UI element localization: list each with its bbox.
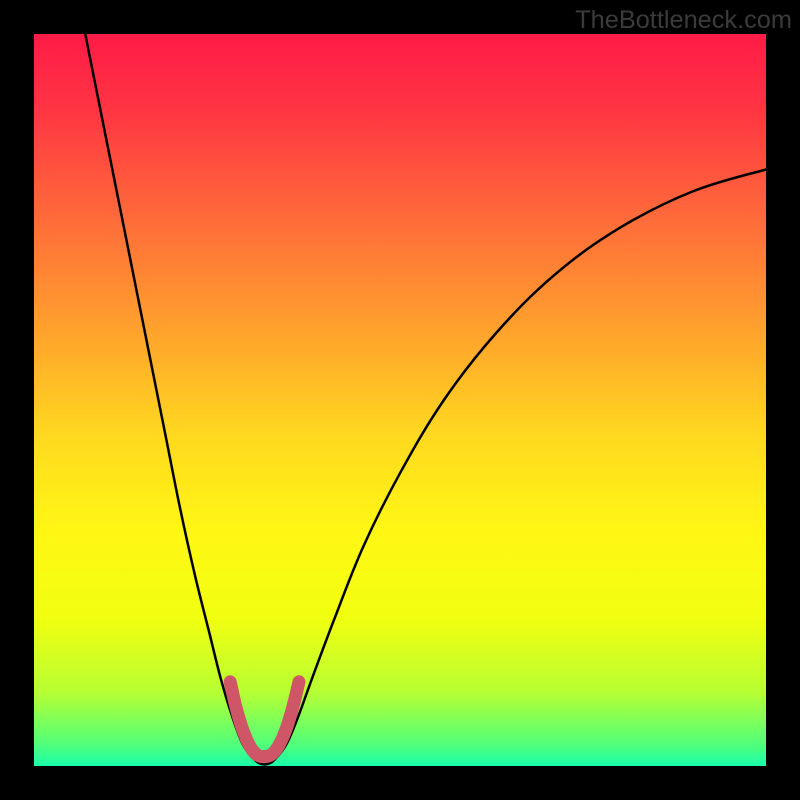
- chart-frame: TheBottleneck.com: [0, 0, 800, 800]
- watermark-text: TheBottleneck.com: [575, 6, 792, 35]
- plot-area: [34, 34, 766, 766]
- bottleneck-curve: [85, 34, 766, 764]
- trough-highlight: [230, 682, 299, 757]
- curve-layer: [34, 34, 766, 766]
